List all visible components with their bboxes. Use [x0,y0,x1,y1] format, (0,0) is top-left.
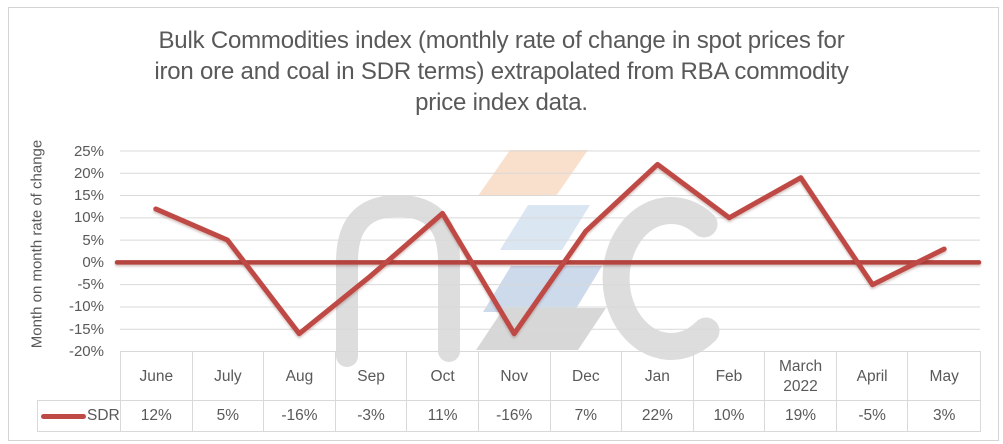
y-tick-label: 25% [73,142,104,160]
chart-title-line2: iron ore and coal in SDR terms) extrapol… [154,58,849,85]
data-table-header-row: June July Aug Sep Oct Nov Dec Jan Feb March 2022 A… [120,351,981,401]
month-header-cell: July [193,352,265,401]
watermark-band-blue-top [500,205,590,250]
sdr-data-line [153,161,947,337]
month-header-cell: Dec [551,352,623,401]
watermark-letter-c [602,197,720,360]
y-tick-label: -20% [68,343,104,360]
chart-title-line1: Bulk Commodities index (monthly rate of … [158,27,845,54]
month-header-cell: Oct [407,352,479,401]
value-cell: 12% [121,401,193,431]
watermark-letter-n [336,194,460,367]
month-header-cell: Jan [622,352,694,401]
chart-title: Bulk Commodities index (monthly rate of … [0,25,1003,118]
month-header-cell: March 2022 [765,352,837,401]
month-header-cell: Sep [336,352,408,401]
y-tick-label: 10% [73,209,104,227]
value-cell: -5% [837,401,909,431]
chart-title-line3: price index data. [415,89,588,116]
value-cell: 10% [694,401,766,431]
month-header-cell: Aug [264,352,336,401]
value-cell: -16% [479,401,551,431]
data-table-value-row: SDR 12% 5% -16% -3% 11% -16% 7% 22% 10% 19% -5% 3% [37,400,981,432]
value-cell: 5% [193,401,265,431]
legend-series-label: SDR [87,407,120,424]
y-tick-label: -10% [68,298,104,316]
y-tick-label: 20% [73,164,104,182]
month-header-cell: Nov [479,352,551,401]
y-tick-label: -5% [77,276,104,294]
month-header-cell: May [929,367,959,385]
value-cell: 11% [407,401,479,431]
sdr-line-legend-swatch [41,413,86,419]
month-header-cell: June [121,352,193,401]
value-cell: 3% [933,407,956,424]
value-cell: -16% [264,401,336,431]
legend-cell: SDR [38,401,121,431]
value-cell: 7% [551,401,623,431]
y-tick-label: 15% [73,187,104,205]
month-header-cell: Feb [694,352,766,401]
value-cell: 19% [765,401,837,431]
value-cell: -3% [336,401,408,431]
y-tick-label: 5% [82,231,104,249]
month-header-cell: April [837,352,909,401]
value-cell: 22% [622,401,694,431]
y-tick-label: -15% [68,320,104,338]
y-tick-label: 0% [82,253,104,271]
